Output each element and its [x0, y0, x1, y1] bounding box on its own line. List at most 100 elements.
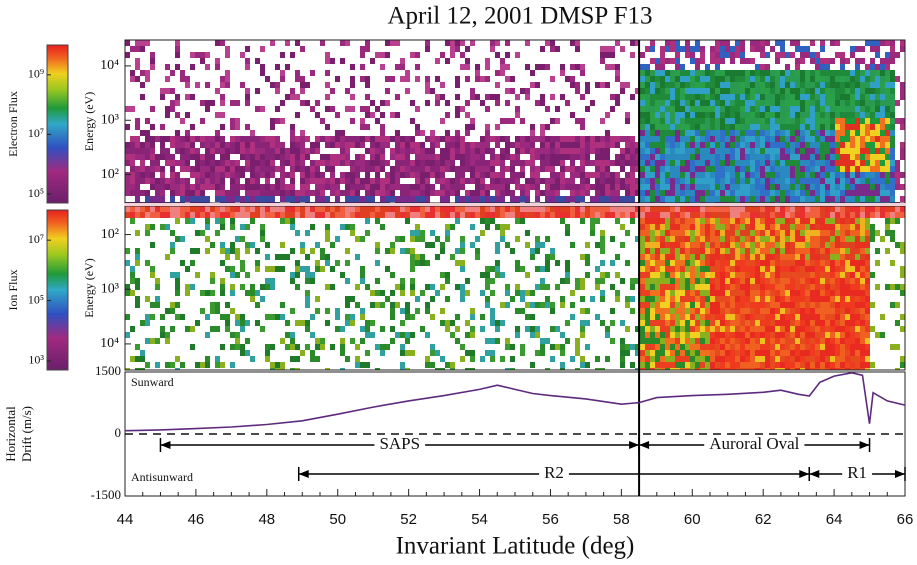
spectrogram-cell	[720, 46, 725, 52]
spectrogram-cell	[400, 332, 405, 338]
spectrogram-cell	[715, 356, 720, 362]
spectrogram-cell	[230, 284, 235, 290]
spectrogram-cell	[280, 190, 285, 196]
spectrogram-cell	[850, 236, 855, 242]
spectrogram-cell	[455, 248, 460, 254]
spectrogram-cell	[690, 308, 695, 314]
spectrogram-cell	[820, 64, 825, 70]
spectrogram-cell	[485, 350, 490, 356]
spectrogram-cell	[595, 160, 600, 166]
spectrogram-cell	[780, 172, 785, 178]
spectrogram-cell	[420, 178, 425, 184]
spectrogram-cell	[730, 212, 735, 218]
spectrogram-cell	[770, 278, 775, 284]
spectrogram-cell	[440, 82, 445, 88]
spectrogram-cell	[710, 224, 715, 230]
spectrogram-cell	[190, 212, 195, 218]
spectrogram-cell	[305, 154, 310, 160]
spectrogram-cell	[690, 338, 695, 344]
spectrogram-cell	[660, 112, 665, 118]
spectrogram-cell	[655, 296, 660, 302]
spectrogram-cell	[220, 248, 225, 254]
spectrogram-cell	[475, 190, 480, 196]
spectrogram-cell	[790, 124, 795, 130]
spectrogram-cell	[700, 112, 705, 118]
spectrogram-cell	[260, 166, 265, 172]
spectrogram-cell	[775, 224, 780, 230]
spectrogram-cell	[760, 230, 765, 236]
spectrogram-cell	[700, 136, 705, 142]
spectrogram-cell	[520, 160, 525, 166]
spectrogram-cell	[850, 106, 855, 112]
spectrogram-cell	[500, 160, 505, 166]
spectrogram-cell	[760, 302, 765, 308]
spectrogram-cell	[800, 350, 805, 356]
spectrogram-cell	[760, 94, 765, 100]
spectrogram-cell	[720, 206, 725, 212]
spectrogram-cell	[510, 172, 515, 178]
spectrogram-cell	[175, 302, 180, 308]
spectrogram-cell	[775, 218, 780, 224]
spectrogram-cell	[570, 142, 575, 148]
spectrogram-cell	[255, 178, 260, 184]
spectrogram-cell	[255, 196, 260, 202]
spectrogram-cell	[570, 148, 575, 154]
spectrogram-cell	[430, 184, 435, 190]
spectrogram-cell	[405, 218, 410, 224]
spectrogram-cell	[650, 350, 655, 356]
spectrogram-cell	[800, 88, 805, 94]
spectrogram-cell	[590, 230, 595, 236]
spectrogram-cell	[355, 254, 360, 260]
spectrogram-cell	[660, 332, 665, 338]
spectrogram-cell	[745, 242, 750, 248]
spectrogram-cell	[300, 242, 305, 248]
spectrogram-cell	[640, 224, 645, 230]
spectrogram-cell	[145, 70, 150, 76]
spectrogram-cell	[250, 206, 255, 212]
spectrogram-cell	[665, 88, 670, 94]
spectrogram-cell	[790, 326, 795, 332]
spectrogram-cell	[725, 166, 730, 172]
spectrogram-cell	[300, 136, 305, 142]
spectrogram-cell	[815, 284, 820, 290]
spectrogram-cell	[755, 284, 760, 290]
spectrogram-cell	[755, 112, 760, 118]
spectrogram-cell	[720, 236, 725, 242]
spectrogram-cell	[505, 88, 510, 94]
spectrogram-cell	[180, 166, 185, 172]
spectrogram-cell	[505, 154, 510, 160]
spectrogram-cell	[400, 64, 405, 70]
spectrogram-cell	[455, 326, 460, 332]
spectrogram-cell	[380, 212, 385, 218]
spectrogram-cell	[470, 224, 475, 230]
spectrogram-cell	[145, 230, 150, 236]
spectrogram-cell	[175, 212, 180, 218]
spectrogram-cell	[555, 118, 560, 124]
spectrogram-cell	[410, 148, 415, 154]
spectrogram-cell	[205, 212, 210, 218]
spectrogram-cell	[805, 326, 810, 332]
spectrogram-cell	[265, 266, 270, 272]
spectrogram-cell	[530, 184, 535, 190]
spectrogram-cell	[550, 154, 555, 160]
spectrogram-cell	[795, 184, 800, 190]
spectrogram-cell	[800, 266, 805, 272]
spectrogram-cell	[770, 344, 775, 350]
spectrogram-cell	[350, 196, 355, 202]
spectrogram-cell	[520, 184, 525, 190]
spectrogram-cell	[835, 100, 840, 106]
spectrogram-cell	[710, 76, 715, 82]
spectrogram-cell	[145, 166, 150, 172]
spectrogram-cell	[405, 88, 410, 94]
spectrogram-cell	[710, 166, 715, 172]
spectrogram-cell	[670, 166, 675, 172]
spectrogram-cell	[675, 224, 680, 230]
spectrogram-cell	[755, 106, 760, 112]
spectrogram-cell	[130, 142, 135, 148]
spectrogram-cell	[840, 314, 845, 320]
spectrogram-cell	[705, 190, 710, 196]
spectrogram-cell	[645, 88, 650, 94]
spectrogram-cell	[730, 46, 735, 52]
spectrogram-cell	[210, 302, 215, 308]
spectrogram-cell	[835, 266, 840, 272]
